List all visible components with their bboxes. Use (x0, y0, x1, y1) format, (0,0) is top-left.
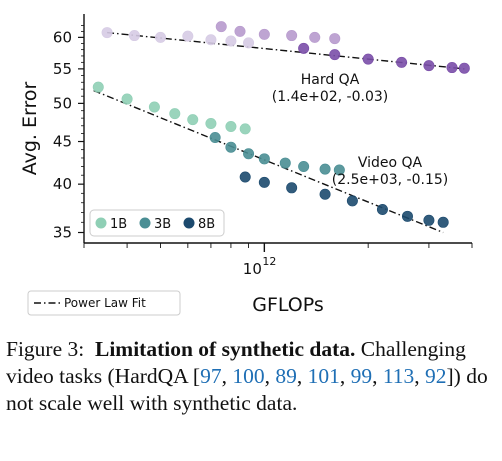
y-tick-label-2: 45 (53, 133, 72, 151)
figure-label: Figure 3: (6, 337, 85, 361)
legend-marker-8B (183, 217, 195, 229)
data-point-5-2 (286, 182, 298, 194)
caption-title: Limitation of synthetic data. (94, 337, 356, 361)
legend-label-3B: 3B (154, 217, 171, 232)
fit-params-0: (1.4e+02, -0.03) (272, 89, 388, 105)
data-point-5-7 (423, 214, 435, 226)
axes: 35 40 45 50 55 60 10 12 Avg. Error GFLOPs (19, 14, 473, 316)
data-point-5-5 (376, 203, 388, 215)
data-point-1-5 (329, 33, 341, 45)
citation-113[interactable]: 113 (382, 364, 415, 388)
citation-92[interactable]: 92 (425, 364, 447, 388)
caption-text-before: Challenging video tasks (HardQA [ (6, 337, 466, 388)
fit-name-1: Video QA (358, 155, 423, 171)
data-point-5-8 (437, 216, 449, 228)
data-point-1-4 (309, 31, 321, 43)
data-point-3-5 (205, 117, 217, 129)
fit-name-0: Hard QA (301, 72, 360, 88)
data-point-5-1 (258, 176, 270, 188)
y-tick-label-5: 60 (53, 28, 72, 46)
data-point-4-5 (298, 160, 310, 172)
fit-legend-label: Power Law Fit (64, 296, 146, 310)
data-point-0-0 (101, 27, 113, 39)
legend-label-8B: 8B (198, 217, 215, 232)
y-tick-label-0: 35 (53, 224, 72, 242)
legend-marker-3B (139, 217, 151, 229)
data-points (92, 21, 470, 228)
y-axis-label: Avg. Error (19, 82, 41, 176)
fit-legend: Power Law Fit (27, 290, 181, 316)
fit-annotations: Hard QA(1.4e+02, -0.03) Video QA(2.5e+03,… (272, 72, 448, 188)
data-point-2-2 (362, 53, 374, 65)
data-point-4-3 (258, 153, 270, 165)
data-point-0-3 (182, 30, 194, 42)
data-point-2-0 (298, 42, 310, 54)
y-tick-label-4: 55 (53, 60, 72, 78)
data-point-0-1 (128, 30, 140, 42)
data-point-3-3 (169, 108, 181, 120)
size-legend-box (89, 209, 225, 237)
fit-legend-box (27, 290, 181, 316)
data-point-2-6 (458, 62, 470, 74)
y-tick-label-1: 40 (53, 175, 72, 193)
data-point-4-7 (333, 164, 345, 176)
data-point-3-0 (92, 81, 104, 93)
x-axis-label: GFLOPs (252, 294, 324, 316)
data-point-3-6 (225, 121, 237, 133)
data-point-3-7 (239, 123, 251, 135)
y-tick-label-3: 50 (53, 94, 72, 112)
x-tick-label-0: 10 (243, 260, 262, 278)
data-point-5-6 (401, 210, 413, 222)
data-point-4-2 (243, 148, 255, 160)
data-point-3-1 (121, 93, 133, 105)
scaling-chart: 35 40 45 50 55 60 10 12 Avg. Error GFLOPs Hard QA… (19, 14, 473, 316)
citation-89[interactable]: 89 (275, 364, 297, 388)
caption-text-after: ]) do not scale well with synthetic data… (6, 364, 488, 415)
data-point-0-5 (225, 35, 237, 47)
data-point-3-4 (187, 114, 199, 126)
figure-caption: Figure 3: Limitation of synthetic data. … (6, 336, 496, 417)
size-legend: 1B 3B 8B (89, 209, 225, 237)
citation-101[interactable]: 101 (307, 364, 340, 388)
citation-100[interactable]: 100 (232, 364, 265, 388)
data-point-0-6 (243, 37, 255, 49)
fit-line-0 (107, 31, 465, 70)
x-tick-exponent-0: 12 (262, 255, 276, 268)
data-point-1-2 (258, 28, 270, 40)
data-point-4-4 (279, 157, 291, 169)
data-point-5-0 (239, 171, 251, 183)
caption-citations: 97, 100, 89, 101, 99, 113, 92 (200, 364, 447, 388)
data-point-2-1 (329, 49, 341, 61)
data-point-1-1 (234, 25, 246, 37)
data-point-1-0 (215, 21, 227, 33)
data-point-3-2 (148, 101, 160, 113)
data-point-5-3 (319, 188, 331, 200)
data-point-4-1 (225, 141, 237, 153)
citation-99[interactable]: 99 (350, 364, 373, 388)
data-point-2-4 (423, 60, 435, 72)
data-point-4-0 (209, 132, 221, 144)
data-point-5-4 (346, 195, 358, 207)
data-point-0-4 (205, 34, 217, 46)
data-point-2-5 (446, 62, 458, 74)
data-point-0-2 (155, 31, 167, 43)
legend-marker-1B (95, 217, 107, 229)
fit-params-1: (2.5e+03, -0.15) (332, 172, 448, 188)
data-point-4-6 (319, 163, 331, 175)
data-point-2-3 (396, 56, 408, 68)
legend-label-1B: 1B (110, 217, 127, 232)
citation-97[interactable]: 97 (200, 364, 222, 388)
fit-lines (93, 31, 465, 234)
data-point-1-3 (286, 30, 298, 42)
